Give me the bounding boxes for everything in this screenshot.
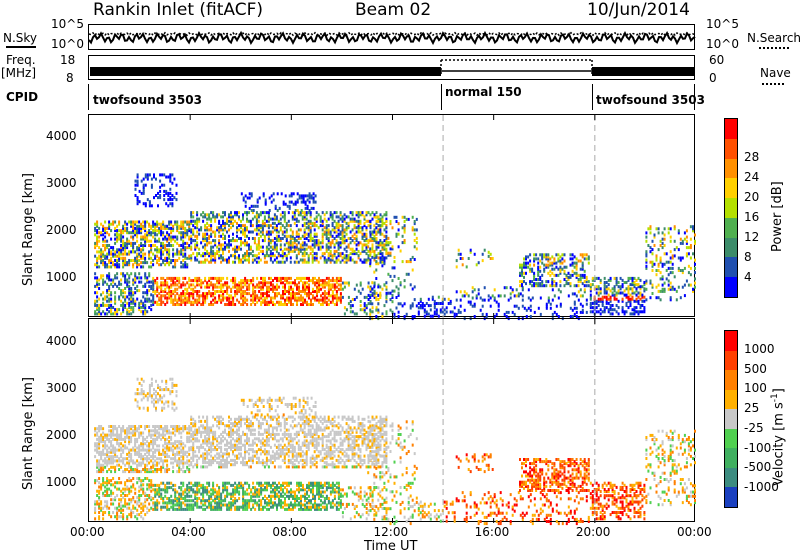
- x-tick-label: 00:00: [677, 525, 712, 539]
- velocity-colorbar-tick: 25: [744, 401, 760, 416]
- freq-label: Freq.: [6, 53, 36, 67]
- x-tick-label: 20:00: [575, 525, 611, 539]
- velocity-colorbar: [724, 330, 738, 508]
- cpid-line-right: [592, 84, 593, 110]
- freq-trace: [90, 59, 695, 76]
- velocity-colorbar-tick: -25: [744, 420, 764, 435]
- velocity-colorbar-segment: [725, 389, 737, 410]
- power-colorbar-tick: 8: [744, 250, 752, 264]
- velocity-y-tick-label: 1000: [46, 475, 77, 490]
- velocity-colorbar-segment: [725, 370, 737, 390]
- freq-unit: [MHz]: [1, 66, 37, 80]
- velocity-panel: [88, 318, 696, 526]
- date-title: 10/Jun/2014: [587, 0, 690, 20]
- cpid-label: CPID: [6, 90, 39, 104]
- velocity-colorbar-segment: [725, 331, 737, 351]
- velocity-colorbar-tick: 500: [744, 361, 767, 376]
- freq-bar-right: [592, 67, 695, 76]
- velocity-colorbar-segment: [725, 487, 737, 507]
- power-colorbar-segment: [725, 237, 737, 258]
- power-colorbar-segment: [725, 178, 737, 199]
- velocity-colorbar-tick: -1000: [744, 480, 779, 495]
- cpid-line-mid: [441, 84, 442, 110]
- x-tick-label: 12:00: [373, 525, 409, 539]
- nave-tick-low: 0: [709, 71, 717, 85]
- noise-panel: [88, 24, 696, 50]
- nsky-label: N.Sky: [3, 31, 38, 45]
- nave-underline: [762, 83, 784, 85]
- noise-trace: [88, 30, 696, 46]
- velocity-colorbar-segment: [725, 428, 737, 449]
- power-colorbar-segment: [725, 277, 737, 297]
- freq-tick-high: 18: [60, 53, 76, 67]
- nsky-underline: [6, 46, 36, 48]
- beam-title: Beam 02: [355, 0, 432, 20]
- x-tick-label: 04:00: [171, 525, 206, 539]
- velocity-y-tick-label: 2000: [46, 428, 77, 443]
- freq-bar-left: [90, 67, 441, 76]
- cpid-segment-2: normal 150: [445, 85, 522, 99]
- power-colorbar-tick: 28: [744, 150, 760, 164]
- power-colorbar-tick: 4: [744, 270, 752, 284]
- x-tick-label: 00:00: [70, 525, 105, 539]
- velocity-y-tick-label: 3000: [46, 380, 77, 395]
- nsky-tick-low: 10^0: [51, 37, 84, 51]
- power-colorbar: [724, 118, 738, 298]
- power-colorbar-segment: [725, 257, 737, 278]
- power-y-tick-label: 3000: [46, 176, 77, 191]
- power-panel: [88, 114, 696, 321]
- nsearch-label: N.Search: [747, 31, 800, 45]
- nave-tick-high: 60: [709, 53, 725, 67]
- power-colorbar-label: Power [dB]: [770, 181, 785, 252]
- velocity-colorbar-tick: 100: [744, 381, 767, 396]
- x-axis-title: Time UT: [364, 539, 418, 554]
- nsearch-underline: [759, 47, 789, 49]
- velocity-colorbar-tick: -100: [744, 440, 772, 455]
- cpid-segment-1: twofsound 3503: [93, 93, 202, 107]
- velocity-colorbar-tick: -500: [744, 460, 772, 475]
- velocity-colorbar-segment: [725, 350, 737, 371]
- power-colorbar-tick: 12: [744, 230, 760, 244]
- nsearch-tick-low: 10^0: [706, 37, 739, 51]
- nsearch-tick-high: 10^5: [706, 17, 739, 31]
- velocity-scatter: [94, 319, 696, 526]
- x-tick-label: 08:00: [272, 525, 307, 539]
- power-y-tick-label: 2000: [46, 223, 77, 238]
- velocity-ylabel: Slant Range [km]: [21, 377, 36, 490]
- nsky-tick-high: 10^5: [51, 17, 84, 31]
- power-colorbar-segment: [725, 217, 737, 238]
- freq-tick-low: 8: [66, 71, 74, 85]
- power-colorbar-tick: 20: [744, 190, 760, 204]
- power-y-tick-label: 4000: [46, 129, 77, 144]
- power-colorbar-segment: [725, 198, 737, 218]
- velocity-y-tick-label: 4000: [46, 333, 77, 348]
- power-colorbar-segment: [725, 158, 737, 179]
- velocity-colorbar-segment: [725, 448, 737, 468]
- cpid-segment-3: twofsound 3503: [596, 93, 705, 107]
- power-colorbar-tick: 16: [744, 210, 760, 224]
- power-colorbar-tick: 24: [744, 170, 760, 184]
- power-scatter: [94, 115, 696, 321]
- station-title: Rankin Inlet (fitACF): [93, 0, 264, 20]
- nave-label: Nave: [760, 66, 791, 80]
- cpid-line-left: [88, 84, 89, 110]
- velocity-colorbar-label: Velocity [m s-1]: [770, 388, 787, 486]
- power-colorbar-segment: [725, 119, 737, 139]
- freq-panel: [88, 55, 695, 80]
- x-tick-label: 16:00: [474, 525, 510, 539]
- power-y-tick-label: 1000: [46, 270, 77, 285]
- velocity-colorbar-tick: 1000: [744, 341, 775, 356]
- velocity-colorbar-segment: [725, 467, 737, 488]
- velocity-colorbar-segment: [725, 409, 737, 429]
- power-colorbar-segment: [725, 138, 737, 159]
- power-ylabel: Slant Range [km]: [21, 173, 36, 286]
- cpid-line-end: [694, 84, 695, 110]
